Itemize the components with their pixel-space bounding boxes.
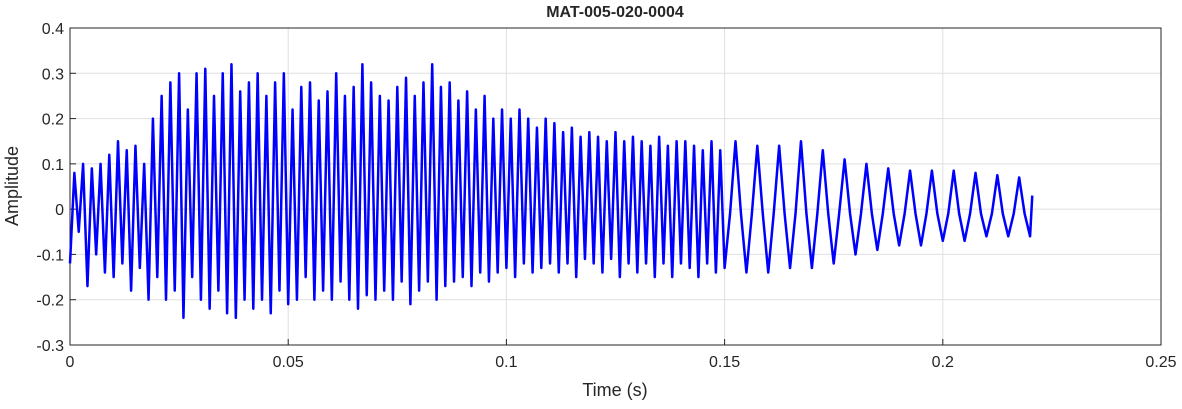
plot-frame	[69, 27, 1162, 346]
x-tick-label: 0.2	[932, 354, 954, 371]
y-tick-label: -0.2	[36, 293, 64, 310]
line-series	[68, 62, 1034, 320]
y-tick-label: 0.2	[42, 112, 64, 129]
y-tick-label: -0.1	[36, 247, 64, 264]
y-tick-label: 0.4	[42, 21, 64, 38]
x-tick-label: 0.05	[273, 354, 304, 371]
x-tick-label: 0	[66, 354, 75, 371]
y-tick-label: 0	[55, 202, 64, 219]
y-tick-label: 0.1	[42, 157, 64, 174]
y-axis-label: Amplitude	[2, 146, 22, 226]
x-tick-label: 0.25	[1145, 354, 1176, 371]
y-tick-label: -0.3	[36, 338, 64, 355]
chart-title: MAT-005-020-0004	[546, 4, 684, 21]
x-tick-label: 0.15	[709, 354, 740, 371]
x-tick-label: 0.1	[495, 354, 517, 371]
x-axis-label: Time (s)	[582, 380, 647, 400]
y-tick-label: 0.3	[42, 66, 64, 83]
